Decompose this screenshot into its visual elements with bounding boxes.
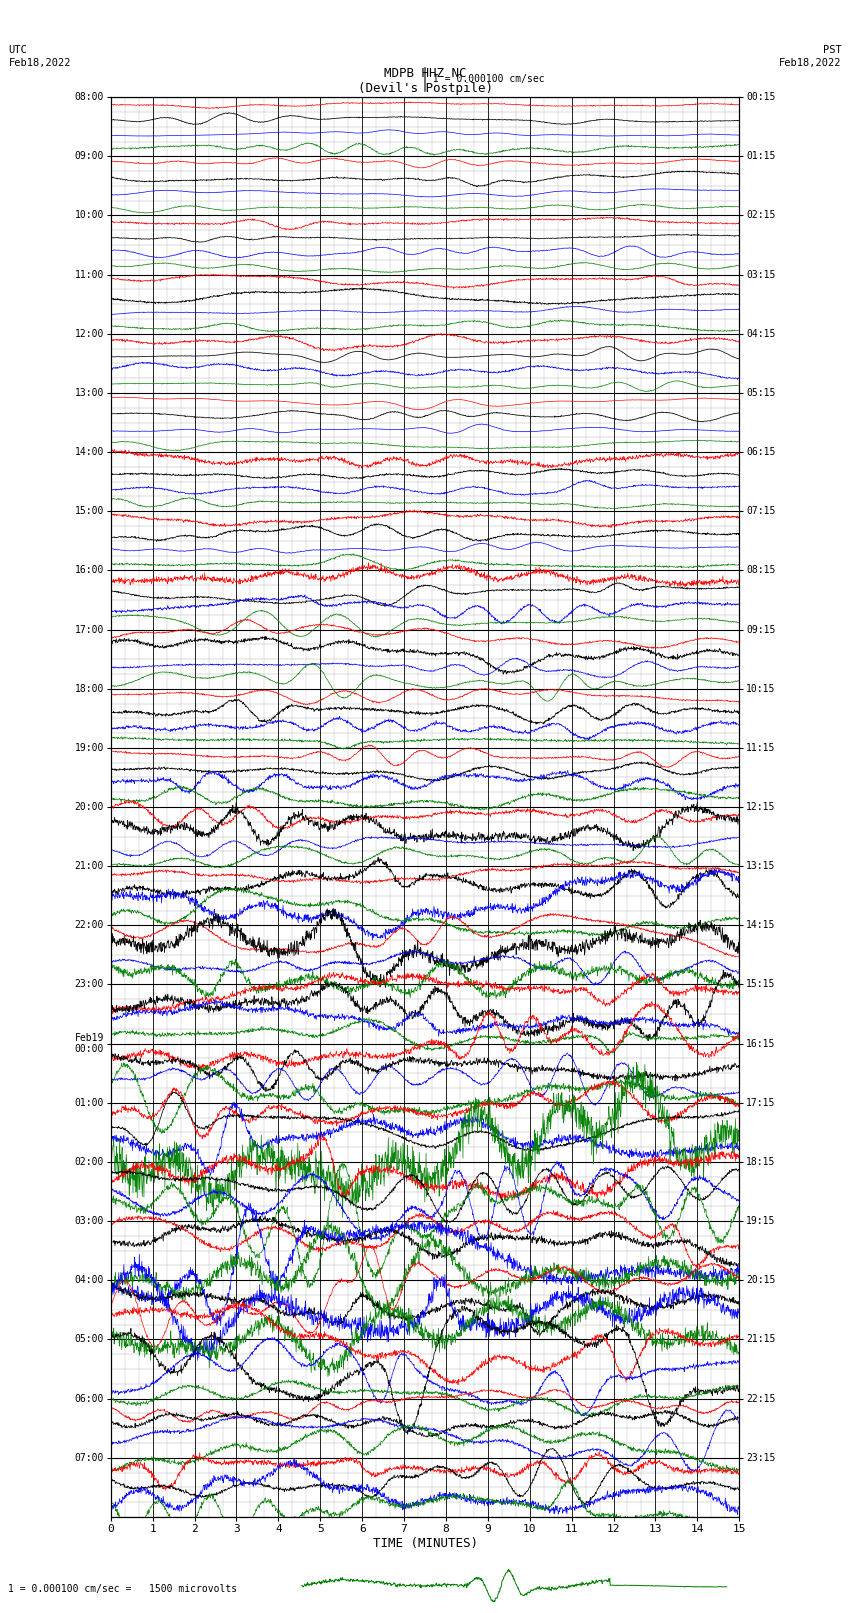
Text: 1 = 0.000100 cm/sec =   1500 microvolts: 1 = 0.000100 cm/sec = 1500 microvolts (8, 1584, 238, 1594)
Text: UTC
Feb18,2022: UTC Feb18,2022 (8, 45, 71, 68)
Text: PST
Feb18,2022: PST Feb18,2022 (779, 45, 842, 68)
Text: I = 0.000100 cm/sec: I = 0.000100 cm/sec (434, 74, 545, 84)
Title: MDPB HHZ NC
(Devil's Postpile): MDPB HHZ NC (Devil's Postpile) (358, 66, 492, 95)
X-axis label: TIME (MINUTES): TIME (MINUTES) (372, 1537, 478, 1550)
